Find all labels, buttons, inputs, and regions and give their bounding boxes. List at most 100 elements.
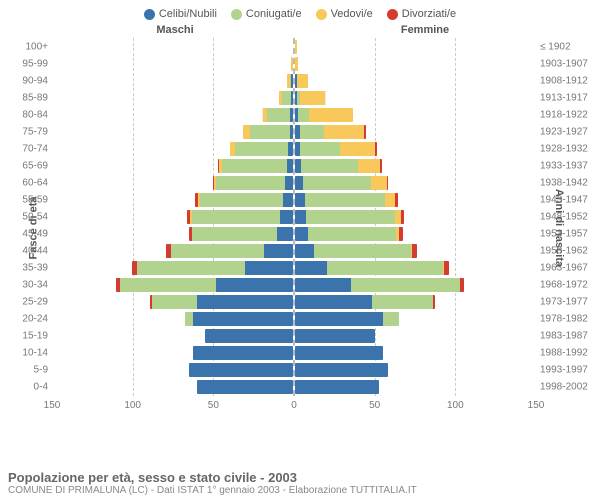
female-half xyxy=(294,328,536,345)
male-half xyxy=(52,345,294,362)
bar-segment xyxy=(152,295,197,309)
male-half xyxy=(52,191,294,208)
bar xyxy=(295,346,383,360)
bar xyxy=(295,312,399,326)
female-half xyxy=(294,243,536,260)
age-row: 20-241978-1982 xyxy=(52,311,536,328)
bar-segment xyxy=(306,210,394,224)
bar-segment xyxy=(295,295,372,309)
age-label: 15-19 xyxy=(8,331,48,342)
bar xyxy=(116,278,293,292)
bar xyxy=(218,159,294,173)
age-row: 25-291973-1977 xyxy=(52,294,536,311)
bar xyxy=(295,227,403,241)
bar-segment xyxy=(380,159,382,173)
bar-segment xyxy=(290,108,293,122)
legend-label: Coniugati/e xyxy=(246,8,302,20)
legend-label: Celibi/Nubili xyxy=(159,8,217,20)
age-label: 75-79 xyxy=(8,126,48,137)
age-row: 85-891913-1917 xyxy=(52,89,536,106)
bar-segment xyxy=(297,74,308,88)
bar-segment xyxy=(280,210,293,224)
age-row: 35-391963-1967 xyxy=(52,260,536,277)
male-half xyxy=(52,55,294,72)
bar-segment xyxy=(460,278,463,292)
bar-segment xyxy=(185,312,193,326)
bar-segment xyxy=(287,159,293,173)
age-row: 30-341968-1972 xyxy=(52,277,536,294)
header-male: Maschi xyxy=(50,24,300,36)
birth-label: 1968-1972 xyxy=(540,280,594,291)
bar-segment xyxy=(295,278,351,292)
bar xyxy=(195,193,293,207)
bar-segment xyxy=(288,142,293,156)
bar-segment xyxy=(277,227,293,241)
age-label: 0-4 xyxy=(8,382,48,393)
bar-segment xyxy=(189,363,293,377)
age-row: 95-991903-1907 xyxy=(52,55,536,72)
bar-segment xyxy=(340,142,375,156)
age-row: 40-441958-1962 xyxy=(52,243,536,260)
bar-segment xyxy=(216,278,293,292)
bar xyxy=(295,91,326,105)
bar xyxy=(295,329,375,343)
bar xyxy=(295,380,379,394)
bar-segment xyxy=(300,125,324,139)
bar-segment xyxy=(200,193,284,207)
bar xyxy=(295,363,388,377)
bar-segment xyxy=(295,261,327,275)
age-row: 0-41998-2002 xyxy=(52,379,536,396)
birth-label: 1988-1992 xyxy=(540,348,594,359)
age-row: 70-741928-1932 xyxy=(52,140,536,157)
male-half xyxy=(52,362,294,379)
legend-dot xyxy=(387,9,398,20)
bar-segment xyxy=(371,176,387,190)
x-tick: 150 xyxy=(44,400,61,411)
male-half xyxy=(52,157,294,174)
birth-label: 1903-1907 xyxy=(540,58,594,69)
bar xyxy=(197,380,293,394)
female-half xyxy=(294,226,536,243)
age-label: 60-64 xyxy=(8,177,48,188)
female-half xyxy=(294,174,536,191)
female-half xyxy=(294,123,536,140)
footer-title: Popolazione per età, sesso e stato civil… xyxy=(8,470,592,485)
birth-label: ≤ 1902 xyxy=(540,41,594,52)
legend-item: Celibi/Nubili xyxy=(144,8,217,20)
x-tick: 0 xyxy=(291,400,297,411)
female-half xyxy=(294,345,536,362)
bar xyxy=(166,244,293,258)
birth-label: 1973-1977 xyxy=(540,297,594,308)
legend-dot xyxy=(144,9,155,20)
age-label: 65-69 xyxy=(8,160,48,171)
age-label: 70-74 xyxy=(8,143,48,154)
legend-item: Coniugati/e xyxy=(231,8,302,20)
bar-segment xyxy=(305,193,385,207)
bar-segment xyxy=(235,142,288,156)
bar xyxy=(295,210,404,224)
plot-area: 100+≤ 190295-991903-190790-941908-191285… xyxy=(52,38,536,396)
birth-label: 1983-1987 xyxy=(540,331,594,342)
male-half xyxy=(52,208,294,225)
bar-segment xyxy=(301,159,357,173)
male-half xyxy=(52,277,294,294)
female-half xyxy=(294,260,536,277)
birth-label: 1958-1962 xyxy=(540,246,594,257)
bar-segment xyxy=(295,57,298,71)
age-label: 90-94 xyxy=(8,75,48,86)
age-label: 20-24 xyxy=(8,314,48,325)
bar xyxy=(295,261,449,275)
male-half xyxy=(52,106,294,123)
bar xyxy=(295,108,353,122)
bar-segment xyxy=(295,40,297,54)
bar-segment xyxy=(300,91,326,105)
birth-label: 1943-1947 xyxy=(540,194,594,205)
bar xyxy=(187,210,293,224)
footer: Popolazione per età, sesso e stato civil… xyxy=(8,470,592,496)
bar-segment xyxy=(193,312,293,326)
female-half xyxy=(294,208,536,225)
age-row: 5-91993-1997 xyxy=(52,362,536,379)
bar xyxy=(287,74,293,88)
bar-segment xyxy=(285,176,293,190)
age-row: 50-541948-1952 xyxy=(52,208,536,225)
